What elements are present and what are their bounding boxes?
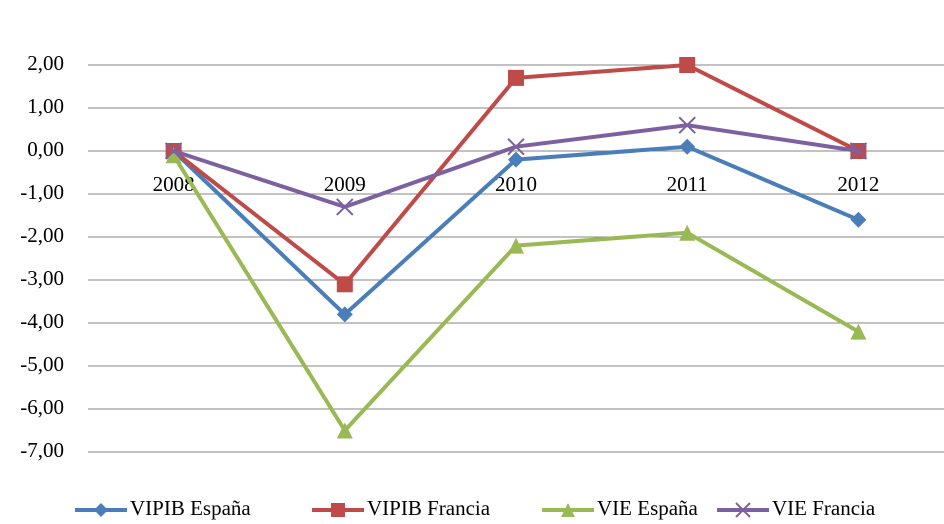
marker [850, 211, 867, 228]
marker [678, 116, 696, 134]
x-tick-label: 2009 [324, 172, 366, 196]
marker [336, 306, 353, 323]
marker [336, 422, 353, 439]
marker [507, 137, 525, 156]
marker [508, 151, 524, 168]
legend-marker [561, 503, 575, 517]
x-tick-label: 2012 [837, 172, 879, 196]
legend-marker [94, 503, 108, 517]
y-tick-label: 2,00 [27, 51, 64, 75]
legend-label: VIE España [597, 496, 699, 520]
marker [336, 198, 354, 216]
marker [508, 69, 524, 86]
marker [165, 147, 182, 164]
marker [508, 237, 524, 254]
legend-label: VIE Francia [772, 496, 876, 520]
x-tick-label: 2011 [667, 172, 708, 196]
legend-label: VIPIB España [130, 496, 251, 520]
marker [849, 142, 868, 160]
series-line [171, 154, 860, 433]
y-tick-label: -1,00 [20, 180, 64, 204]
marker [336, 276, 353, 293]
y-tick-label: 0,00 [27, 137, 64, 161]
marker [164, 142, 183, 160]
y-tick-label: -4,00 [20, 309, 64, 333]
marker [679, 57, 696, 73]
x-tick-label: 2010 [495, 172, 537, 196]
y-tick-label: -7,00 [20, 438, 64, 462]
y-tick-label: -5,00 [20, 352, 64, 376]
y-tick-label: -6,00 [20, 395, 64, 419]
legend-label: VIPIB Francia [367, 496, 491, 520]
marker [679, 224, 696, 241]
marker [679, 138, 696, 155]
y-tick-label: 1,00 [27, 94, 64, 118]
legend-marker [331, 503, 345, 517]
legend-marker [735, 502, 751, 518]
y-tick-label: -2,00 [20, 223, 64, 247]
marker [850, 323, 867, 340]
y-tick-label: -3,00 [20, 266, 64, 290]
